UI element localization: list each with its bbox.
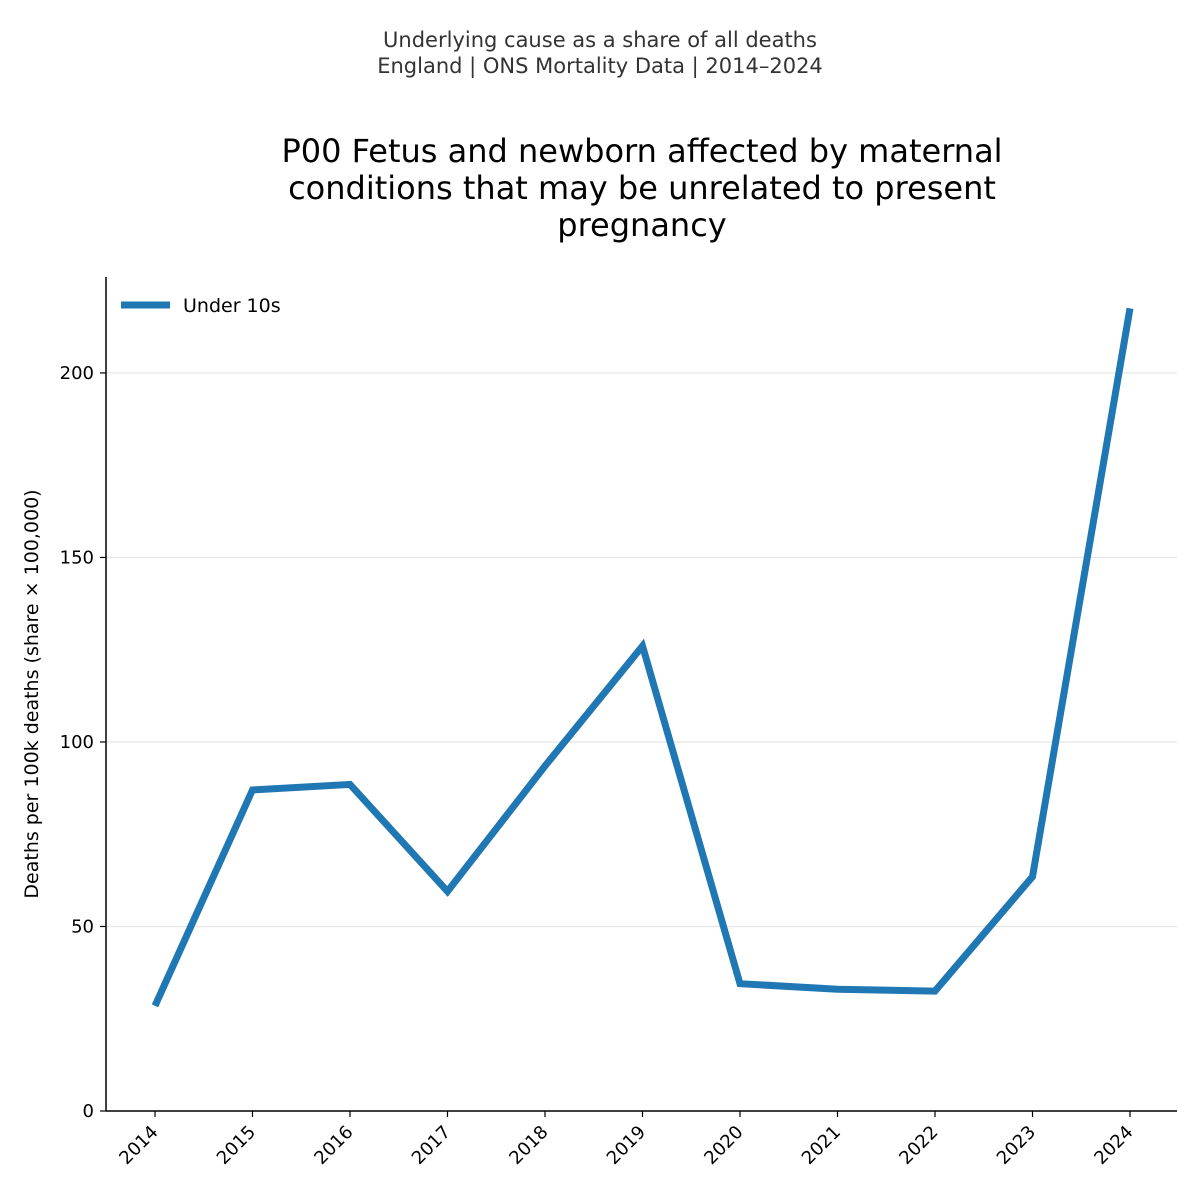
- x-tick-label: 2020: [700, 1122, 747, 1169]
- chart-title-line3: pregnancy: [557, 206, 726, 244]
- x-tick-label: 2015: [213, 1122, 260, 1169]
- x-axis-ticks: 2014 2015 2016 2017 2018 2019 2020 2021 2022 2023…: [115, 1111, 1138, 1169]
- chart-suptitle-line2: England | ONS Mortality Data | 2014–2024: [377, 54, 823, 79]
- series-layer: [151, 307, 1134, 1008]
- x-tick-label: 2024: [1090, 1122, 1137, 1169]
- y-axis-ticks: 0 50 100 150 200: [60, 363, 106, 1122]
- chart-title-line1: P00 Fetus and newborn affected by matern…: [281, 132, 1002, 170]
- y-gridlines: [106, 372, 1177, 928]
- x-tick-label: 2016: [310, 1122, 357, 1169]
- y-tick-label: 200: [60, 363, 94, 384]
- x-tick-label: 2022: [895, 1122, 942, 1169]
- chart-title-line2: conditions that may be unrelated to pres…: [288, 169, 996, 207]
- x-tick-label: 2014: [115, 1122, 162, 1169]
- y-tick-label: 150: [60, 547, 94, 568]
- chart-legend: Under 10s: [121, 295, 281, 317]
- y-axis-label: Deaths per 100k deaths (share × 100,000): [21, 489, 43, 898]
- chart-suptitle-line1: Underlying cause as a share of all death…: [383, 28, 817, 52]
- y-tick-label: 100: [60, 732, 94, 753]
- x-tick-label: 2021: [798, 1122, 845, 1169]
- x-tick-label: 2018: [505, 1122, 552, 1169]
- legend-label-under-10s: Under 10s: [183, 295, 281, 317]
- x-tick-label: 2019: [603, 1122, 650, 1169]
- x-tick-label: 2023: [993, 1122, 1040, 1169]
- x-tick-label: 2017: [408, 1122, 455, 1169]
- y-tick-label: 50: [71, 916, 94, 937]
- y-tick-label: 0: [83, 1101, 94, 1122]
- series-line-under-10s: [151, 307, 1134, 1008]
